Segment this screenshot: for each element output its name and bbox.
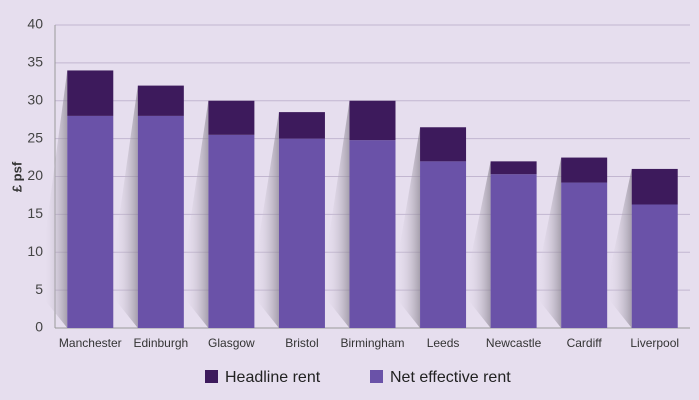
y-tick-label: 5 — [35, 281, 43, 297]
bar-segment — [631, 168, 678, 205]
bar-segment — [208, 134, 255, 328]
legend-label: Net effective rent — [390, 369, 511, 386]
bar-segment — [67, 115, 114, 329]
y-tick-label: 10 — [27, 243, 43, 259]
x-tick-label: Glasgow — [208, 336, 255, 350]
x-tick-label: Liverpool — [630, 336, 679, 350]
bar-shadow — [325, 100, 350, 328]
bar-segment — [278, 138, 325, 328]
bar-shadow — [184, 100, 209, 328]
legend-swatch — [205, 370, 218, 383]
y-tick-label: 25 — [27, 129, 43, 145]
bar-shadow — [466, 161, 491, 328]
x-tick-label: Cardiff — [567, 336, 603, 350]
bar-segment — [349, 140, 396, 328]
y-tick-label: 15 — [27, 205, 43, 221]
bar-shadow — [396, 127, 421, 328]
bar-shadow — [254, 112, 279, 328]
bar-shadow — [537, 157, 562, 328]
bar-segment — [67, 70, 114, 116]
y-axis-label: £ psf — [9, 161, 24, 192]
y-tick-label: 0 — [35, 319, 43, 335]
legend-swatch — [370, 370, 383, 383]
x-tick-label: Birmingham — [340, 336, 404, 350]
x-tick-label: Edinburgh — [133, 336, 188, 350]
legend-label: Headline rent — [225, 369, 321, 386]
x-tick-label: Leeds — [427, 336, 460, 350]
y-tick-label: 40 — [27, 16, 43, 32]
bar-segment — [278, 112, 325, 139]
y-tick-label: 20 — [27, 167, 43, 183]
y-tick-label: 30 — [27, 91, 43, 107]
bar-shadow — [43, 70, 68, 328]
bar-segment — [490, 161, 537, 175]
bar-segment — [137, 115, 184, 329]
bar-segment — [420, 161, 467, 328]
bar-segment — [349, 100, 396, 141]
x-tick-label: Bristol — [285, 336, 318, 350]
bar-segment — [137, 85, 184, 116]
bar-segment — [420, 127, 467, 162]
bar-segment — [561, 157, 608, 183]
bar-segment — [631, 204, 678, 328]
bar-segment — [208, 100, 255, 135]
x-tick-label: Manchester — [59, 336, 122, 350]
y-tick-label: 35 — [27, 54, 43, 70]
bar-segment — [561, 182, 608, 328]
bar-shadow — [113, 85, 138, 328]
x-tick-label: Newcastle — [486, 336, 542, 350]
bar-segment — [490, 174, 537, 328]
bar-shadow — [607, 168, 632, 328]
